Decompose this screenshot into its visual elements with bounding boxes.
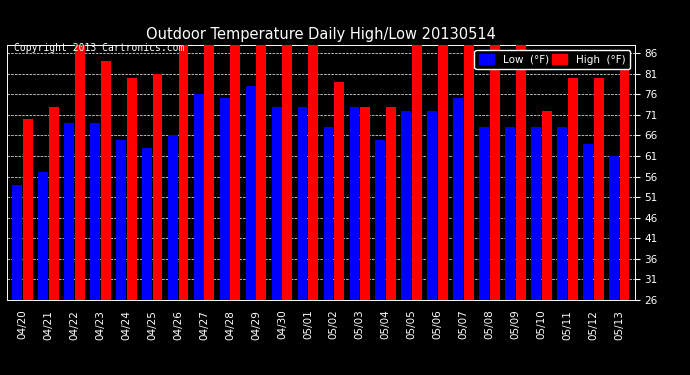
Bar <box>360 107 370 300</box>
Bar <box>557 127 567 300</box>
Bar <box>480 127 489 300</box>
Bar <box>427 111 437 300</box>
Bar <box>516 0 526 300</box>
Bar <box>282 0 292 300</box>
Bar <box>194 94 204 300</box>
Bar <box>308 0 318 300</box>
Bar <box>490 0 500 300</box>
Bar <box>542 111 551 300</box>
Bar <box>438 33 448 300</box>
Bar <box>12 185 22 300</box>
Bar <box>257 0 266 300</box>
Bar <box>386 107 396 300</box>
Title: Outdoor Temperature Daily High/Low 20130514: Outdoor Temperature Daily High/Low 20130… <box>146 27 496 42</box>
Bar <box>152 74 162 300</box>
Text: Copyright 2013 Cartronics.com: Copyright 2013 Cartronics.com <box>14 43 184 53</box>
Bar <box>142 148 152 300</box>
Bar <box>168 135 178 300</box>
Bar <box>101 62 110 300</box>
Bar <box>453 99 463 300</box>
Bar <box>324 127 333 300</box>
Bar <box>246 86 255 300</box>
Legend: Low  (°F), High  (°F): Low (°F), High (°F) <box>475 50 629 69</box>
Bar <box>23 119 32 300</box>
Bar <box>179 16 188 300</box>
Bar <box>272 107 282 300</box>
Bar <box>620 57 629 300</box>
Bar <box>593 78 604 300</box>
Bar <box>402 111 411 300</box>
Bar <box>505 127 515 300</box>
Bar <box>412 33 422 300</box>
Bar <box>609 156 619 300</box>
Bar <box>230 33 240 300</box>
Bar <box>75 24 85 300</box>
Bar <box>334 82 344 300</box>
Bar <box>531 127 541 300</box>
Bar <box>116 140 126 300</box>
Bar <box>583 144 593 300</box>
Bar <box>568 78 578 300</box>
Bar <box>220 99 230 300</box>
Bar <box>38 172 48 300</box>
Bar <box>464 28 474 300</box>
Bar <box>64 123 74 300</box>
Bar <box>204 33 215 300</box>
Bar <box>49 107 59 300</box>
Bar <box>350 107 359 300</box>
Bar <box>297 107 308 300</box>
Bar <box>90 123 100 300</box>
Bar <box>375 140 385 300</box>
Bar <box>127 78 137 300</box>
